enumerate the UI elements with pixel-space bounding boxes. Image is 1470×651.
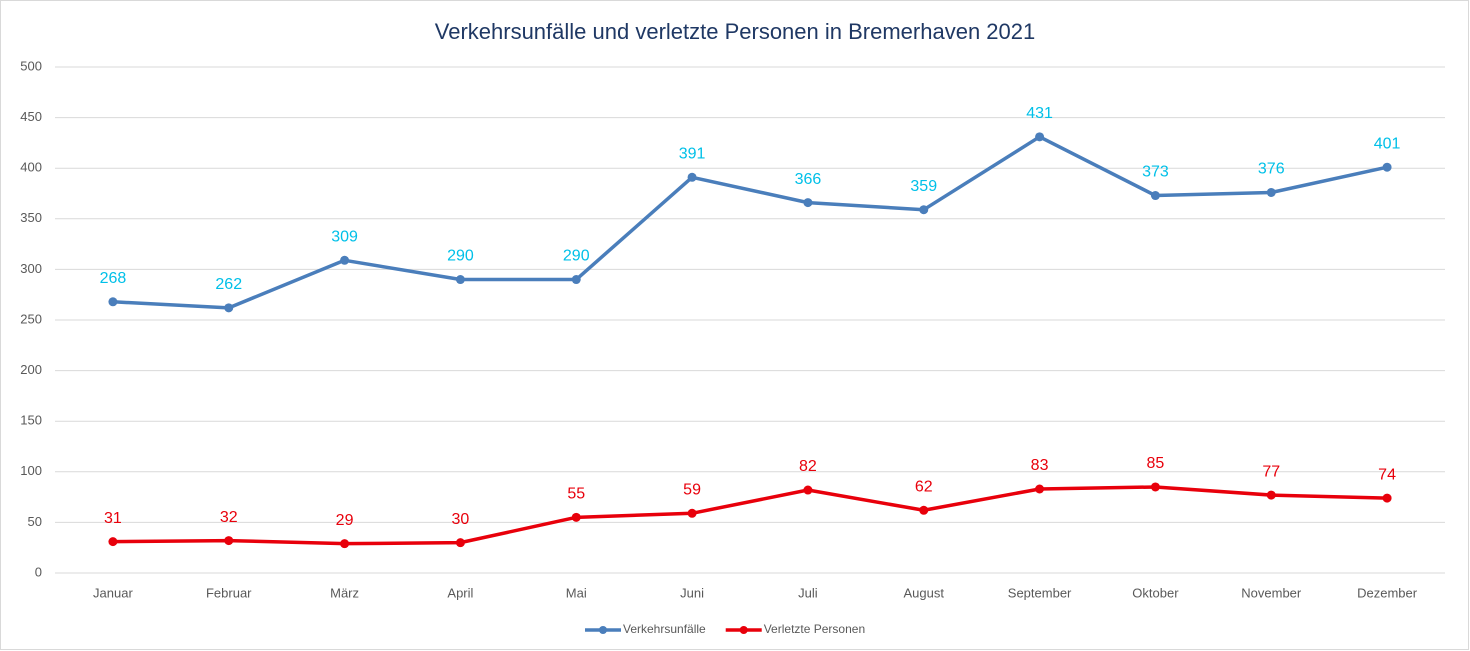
data-label: 268 (100, 270, 127, 287)
data-label: 401 (1374, 135, 1401, 152)
data-point (803, 485, 813, 495)
data-point (455, 275, 465, 285)
series-line (112, 485, 1388, 546)
data-label: 55 (567, 486, 585, 503)
data-point (687, 172, 697, 182)
x-tick-label: Februar (206, 585, 252, 600)
data-point (1035, 132, 1045, 142)
data-label: 59 (683, 482, 701, 499)
y-tick-label: 100 (20, 463, 42, 478)
x-tick-label: Juli (798, 585, 818, 600)
y-tick-label: 150 (20, 413, 42, 428)
data-label: 373 (1142, 164, 1169, 181)
data-point (1035, 484, 1045, 494)
x-tick-label: August (904, 585, 945, 600)
data-point (1266, 490, 1276, 500)
data-label: 29 (336, 512, 354, 529)
y-tick-label: 0 (35, 564, 42, 579)
data-label: 62 (915, 478, 933, 495)
data-point (1150, 191, 1160, 201)
y-tick-label: 350 (20, 210, 42, 225)
data-point (687, 508, 697, 518)
data-label: 82 (799, 458, 817, 475)
data-label: 85 (1147, 455, 1165, 472)
data-point (1266, 187, 1276, 197)
data-point (803, 198, 813, 208)
legend-label: Verletzte Personen (764, 622, 865, 636)
series-line (112, 135, 1388, 310)
x-tick-label: April (447, 585, 473, 600)
x-tick-label: September (1008, 585, 1072, 600)
legend-label: Verkehrsunfälle (623, 622, 706, 636)
data-point (340, 539, 350, 549)
legend-marker (739, 626, 748, 634)
y-tick-label: 300 (20, 261, 42, 276)
data-point (108, 537, 118, 547)
data-label: 290 (563, 248, 590, 265)
data-label: 309 (331, 229, 358, 246)
data-point (1382, 162, 1392, 172)
y-tick-label: 500 (20, 58, 42, 73)
data-point (919, 505, 929, 515)
data-point (571, 275, 581, 285)
x-tick-label: Mai (566, 585, 587, 600)
data-point (108, 297, 118, 307)
y-tick-label: 200 (20, 362, 42, 377)
data-label: 30 (452, 511, 470, 528)
x-tick-label: Juni (680, 585, 704, 600)
data-label: 391 (679, 146, 706, 163)
y-tick-label: 50 (28, 514, 42, 529)
data-point (1382, 493, 1392, 503)
data-label: 359 (910, 178, 937, 195)
data-point (340, 255, 350, 265)
y-tick-label: 400 (20, 160, 42, 175)
data-point (1150, 482, 1160, 492)
x-tick-label: März (330, 585, 359, 600)
data-point (455, 538, 465, 548)
y-tick-label: 250 (20, 311, 42, 326)
data-label: 262 (215, 276, 242, 293)
x-tick-label: November (1241, 585, 1302, 600)
data-label: 32 (220, 509, 238, 526)
x-tick-label: Oktober (1132, 585, 1179, 600)
data-label: 376 (1258, 161, 1285, 178)
data-label: 431 (1026, 105, 1053, 122)
data-point (224, 536, 234, 546)
data-label: 74 (1378, 466, 1396, 483)
data-label: 290 (447, 248, 474, 265)
legend-marker (599, 626, 607, 634)
data-label: 31 (104, 510, 122, 527)
data-label: 366 (795, 171, 822, 188)
chart-title: Verkehrsunfälle und verletzte Personen i… (435, 19, 1035, 44)
data-point (571, 512, 581, 522)
data-label: 83 (1031, 457, 1049, 474)
data-point (919, 205, 929, 215)
x-tick-label: Januar (93, 585, 133, 600)
x-tick-label: Dezember (1357, 585, 1418, 600)
data-label: 77 (1262, 463, 1280, 480)
y-tick-label: 450 (20, 109, 42, 124)
data-point (224, 303, 234, 313)
